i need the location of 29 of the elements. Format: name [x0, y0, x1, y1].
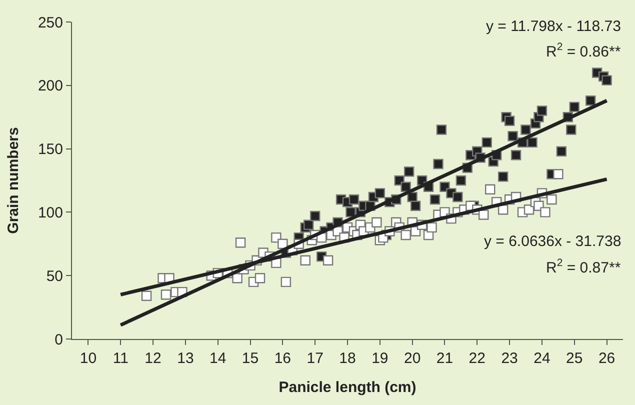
x-tick-label: 26 — [598, 350, 616, 367]
x-tick-label: 16 — [274, 350, 292, 367]
x-tick-label: 11 — [112, 350, 128, 367]
annotation: R$^{2}$ = 0.86** — [546, 41, 621, 60]
x-tick-label: 10 — [80, 350, 97, 367]
x-tick-label: 13 — [177, 350, 194, 367]
x-tick-label: 15 — [242, 350, 259, 367]
y-tick-label: 50 — [46, 268, 63, 285]
x-tick-label: 19 — [372, 350, 388, 367]
x-tick-label: 21 — [436, 350, 454, 367]
x-tick-label: 24 — [534, 350, 550, 367]
x-tick-label: 18 — [339, 350, 356, 367]
x-tick-label: 14 — [210, 350, 226, 367]
x-axis-title: Panicle length (cm) — [278, 379, 416, 396]
y-tick-label: 150 — [38, 141, 63, 158]
annotation: y = 6.0636x - 31.738 — [484, 233, 622, 250]
x-tick-label: 12 — [144, 350, 162, 367]
x-tick-label: 20 — [404, 350, 421, 367]
x-tick-label: 22 — [468, 350, 486, 367]
y-axis-title: Grain numbers — [5, 127, 22, 234]
y-tick-label: 250 — [38, 14, 63, 32]
y-tick-label: 100 — [38, 204, 63, 222]
y-tick-label: 0 — [54, 331, 63, 348]
annotation: y = 11.798x - 118.73 — [486, 18, 621, 35]
x-tick-label: 17 — [306, 350, 324, 367]
annotation: R$^{2}$ = 0.87** — [546, 257, 621, 276]
x-tick-label: 23 — [501, 350, 518, 367]
x-tick-label: 25 — [566, 350, 583, 367]
y-tick-label: 200 — [38, 78, 63, 95]
